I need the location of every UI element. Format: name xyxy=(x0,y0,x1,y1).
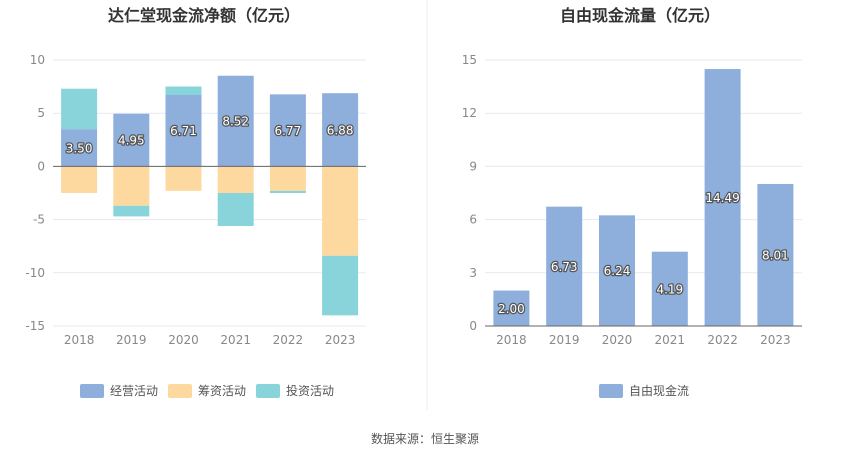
bar-primary xyxy=(651,251,688,326)
bar-primary xyxy=(493,290,530,326)
legend-label: 投资活动 xyxy=(286,383,334,398)
bar-primary xyxy=(269,94,306,167)
bar-series-1 xyxy=(322,166,359,256)
bar-primary xyxy=(61,129,98,167)
legend-swatch xyxy=(256,384,280,398)
data-label: 14.49 xyxy=(705,191,739,205)
x-tick-label: 2022 xyxy=(707,333,738,347)
bar-primary xyxy=(599,215,635,326)
y-tick-label: 9 xyxy=(469,159,477,173)
data-label: 4.95 xyxy=(118,134,145,148)
y-tick-label: 0 xyxy=(469,319,477,333)
bar-primary xyxy=(757,183,794,326)
legend-swatch xyxy=(80,384,104,398)
y-tick-label: 5 xyxy=(37,106,45,120)
bar-primary xyxy=(546,206,583,326)
data-label: 8.01 xyxy=(762,248,789,262)
x-tick-label: 2023 xyxy=(325,333,356,347)
data-label: 4.19 xyxy=(656,282,683,296)
legend-swatch xyxy=(168,384,192,398)
y-tick-label: -15 xyxy=(25,319,45,333)
bar-series-2 xyxy=(269,190,306,193)
data-label: 3.50 xyxy=(66,141,93,155)
data-source-note: 数据来源：恒生聚源 xyxy=(370,432,479,446)
bar-series-1 xyxy=(165,166,202,191)
y-tick-label: 0 xyxy=(37,159,45,173)
data-label: 6.88 xyxy=(327,123,354,137)
data-label: 6.73 xyxy=(551,260,578,274)
x-tick-label: 2022 xyxy=(273,333,304,347)
bar-series-2 xyxy=(61,88,98,130)
y-tick-label: 15 xyxy=(462,53,477,67)
y-tick-label: 12 xyxy=(462,106,477,120)
x-tick-label: 2020 xyxy=(168,333,199,347)
bar-series-2 xyxy=(217,193,254,226)
x-tick-label: 2021 xyxy=(655,333,686,347)
y-tick-label: 3 xyxy=(469,266,477,280)
x-tick-label: 2023 xyxy=(760,333,791,347)
bar-primary xyxy=(322,93,359,167)
x-tick-label: 2021 xyxy=(220,333,251,347)
x-tick-label: 2018 xyxy=(64,333,95,347)
data-label: 6.71 xyxy=(170,124,197,138)
x-tick-label: 2020 xyxy=(602,333,633,347)
data-label: 6.77 xyxy=(275,124,302,138)
free-cash-flow-chart: 自由现金流量（亿元） 15 12 9 6 3 0 2.00 2018 6.73 2019 6.24 20… xyxy=(462,6,802,398)
x-tick-label: 2018 xyxy=(496,333,527,347)
legend-label: 经营活动 xyxy=(110,384,158,398)
y-tick-label: 10 xyxy=(30,53,45,67)
data-label: 8.52 xyxy=(222,115,249,129)
bar-series-1 xyxy=(217,166,254,193)
legend-swatch xyxy=(599,384,623,398)
chart-title: 达仁堂现金流净额（亿元） xyxy=(108,6,300,25)
y-tick-label: -10 xyxy=(25,266,45,280)
bar-primary xyxy=(113,113,150,167)
net-cash-flow-chart: 达仁堂现金流净额（亿元） 10 5 0 -5 -10 -15 3.50 2018 4.95 2019… xyxy=(25,6,366,398)
bar-series-1 xyxy=(61,166,98,193)
bar-series-2 xyxy=(322,255,359,316)
bar-primary xyxy=(165,95,202,167)
y-tick-label: -5 xyxy=(33,213,45,227)
legend-label: 自由现金流 xyxy=(629,383,689,398)
bar-series-2 xyxy=(165,86,202,96)
legend-label: 筹资活动 xyxy=(198,384,246,398)
bar-primary xyxy=(217,75,254,167)
chart-title: 自由现金流量（亿元） xyxy=(560,6,720,25)
bar-series-1 xyxy=(113,166,150,206)
y-tick-label: 6 xyxy=(469,213,477,227)
data-label: 2.00 xyxy=(498,302,525,316)
bar-series-2 xyxy=(113,205,150,217)
x-tick-label: 2019 xyxy=(116,333,147,347)
data-label: 6.24 xyxy=(604,264,631,278)
bar-series-1 xyxy=(269,166,306,191)
bar-primary xyxy=(704,69,741,326)
x-tick-label: 2019 xyxy=(549,333,580,347)
